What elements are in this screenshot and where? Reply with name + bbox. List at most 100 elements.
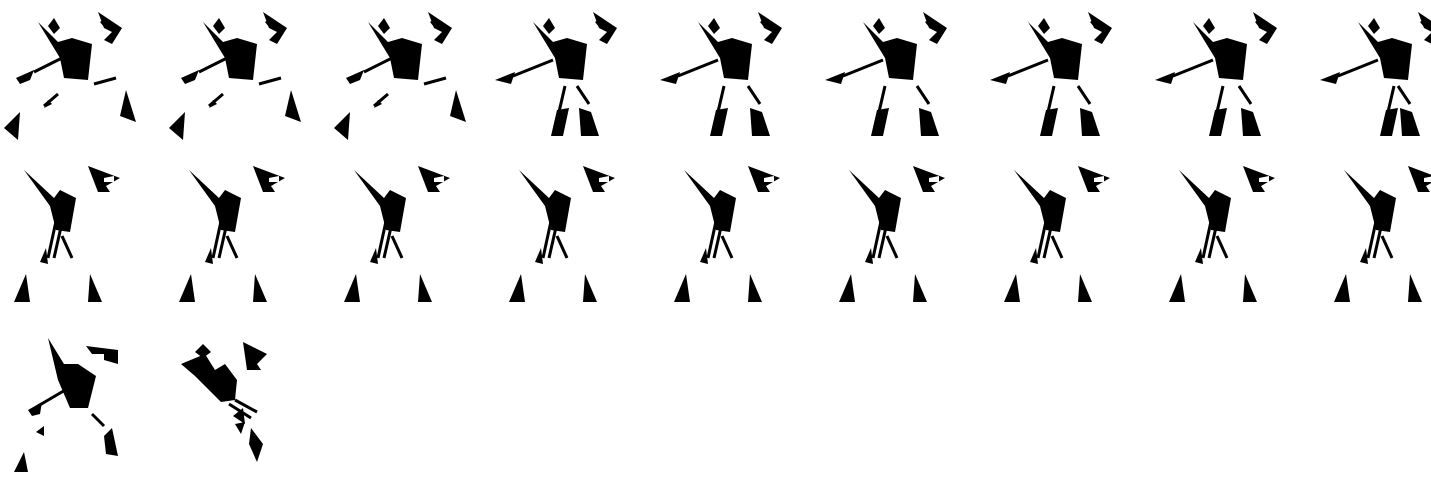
right-foot-shard <box>120 90 136 122</box>
head-brow-shard <box>265 18 275 27</box>
sprite-frame <box>165 162 315 322</box>
right-foot-shard <box>583 274 597 302</box>
right-leg-line <box>1380 235 1394 259</box>
blade-line-b <box>52 213 66 259</box>
left-arm-line <box>198 56 228 74</box>
right-leg-line <box>1237 85 1253 105</box>
left-foot-shard <box>344 274 360 302</box>
sprite-frame <box>660 0 810 160</box>
torso-shard <box>368 22 422 80</box>
right-foot-shard <box>579 108 599 136</box>
head-brow-shard <box>925 18 935 27</box>
right-leg-line <box>225 235 239 259</box>
right-leg-line <box>60 235 74 259</box>
torso-shard <box>1344 170 1396 232</box>
head-brow-shard <box>1255 18 1265 27</box>
torso-shard <box>1193 22 1247 80</box>
shoulder-shard <box>1203 18 1215 34</box>
sprite-frame <box>165 0 315 160</box>
knee-shard <box>535 248 543 264</box>
torso-shard <box>1014 170 1066 232</box>
right-arm-line <box>93 76 117 86</box>
left-leg-line <box>1386 85 1396 113</box>
left-arm-line <box>512 58 554 78</box>
left-foot-shard <box>710 108 728 136</box>
left-foot-shard <box>839 274 855 302</box>
sprite-figure <box>181 342 267 462</box>
right-leg-line <box>1215 235 1229 259</box>
left-foot-shard <box>674 274 690 302</box>
head-shard <box>1408 166 1431 192</box>
left-foot-shard <box>1209 108 1227 136</box>
sprite-figure <box>344 166 450 302</box>
eye-notch-shard <box>434 176 444 182</box>
eye-notch-shard <box>1424 176 1431 182</box>
right-leg-line <box>1050 235 1064 259</box>
head-shard <box>593 12 617 44</box>
right-foot-shard <box>1080 108 1100 136</box>
left-leg-line <box>557 85 567 113</box>
left-leg-line <box>877 85 887 113</box>
blade-line-b <box>547 213 561 259</box>
right-foot-shard <box>1241 108 1261 136</box>
left-foot-shard <box>4 112 20 140</box>
sprite-figure <box>495 12 617 136</box>
head-brow-shard <box>1420 18 1430 27</box>
head-shard <box>923 12 947 44</box>
blade-line-a <box>46 211 60 259</box>
shoulder-shard <box>1038 18 1050 34</box>
right-foot-shard <box>88 274 102 302</box>
head-shard <box>86 346 118 364</box>
left-foot-shard <box>1169 274 1185 302</box>
sprite-frame <box>660 162 810 322</box>
sprite-figure <box>660 12 782 136</box>
head-shard <box>758 12 782 44</box>
left-hand-shard <box>990 72 1010 84</box>
torso-shard <box>519 170 571 232</box>
left-foot-shard <box>551 108 569 136</box>
right-foot-shard <box>913 274 927 302</box>
blade-line-a <box>541 211 555 259</box>
knee-shard <box>209 100 217 108</box>
left-hand-shard <box>825 72 845 84</box>
blade-line-a <box>1036 211 1050 259</box>
torso-shard <box>1358 22 1412 80</box>
sprite-figure <box>1320 12 1431 136</box>
shoulder-shard <box>213 18 225 34</box>
right-arm-line <box>90 412 106 428</box>
left-arm-line <box>363 56 393 74</box>
head-shard <box>428 12 452 44</box>
torso-shard <box>24 170 76 232</box>
right-foot-shard <box>748 274 762 302</box>
sprite-figure <box>334 12 466 140</box>
left-foot-shard <box>169 112 185 140</box>
blade-line-b <box>234 398 258 414</box>
head-shard <box>263 12 287 44</box>
sprite-figure <box>839 166 945 302</box>
blade-line-b <box>1207 213 1221 259</box>
head-shard <box>1088 12 1112 44</box>
left-arm-line <box>677 58 719 78</box>
knee-shard <box>370 248 378 264</box>
torso-shard <box>849 170 901 232</box>
sprite-figure <box>825 12 947 136</box>
head-brow-shard <box>100 18 110 27</box>
torso-shard <box>698 22 752 80</box>
left-hand-shard <box>1155 72 1175 84</box>
eye-notch-shard <box>104 176 114 182</box>
head-shard <box>243 342 267 370</box>
knee-shard <box>1195 248 1203 264</box>
blade-line-a <box>706 211 720 259</box>
sprite-figure <box>14 338 118 472</box>
sprite-frame <box>1320 0 1431 160</box>
eye-notch-shard <box>1094 176 1104 182</box>
right-arm-line <box>258 76 282 86</box>
blade-line-b <box>712 213 726 259</box>
eye-notch-shard <box>269 176 279 182</box>
right-leg-line <box>555 235 569 259</box>
right-foot-shard <box>285 90 301 122</box>
blade-line-b <box>382 213 396 259</box>
left-foot-shard <box>1334 274 1350 302</box>
left-foot-shard <box>1040 108 1058 136</box>
shoulder-shard <box>873 18 885 34</box>
